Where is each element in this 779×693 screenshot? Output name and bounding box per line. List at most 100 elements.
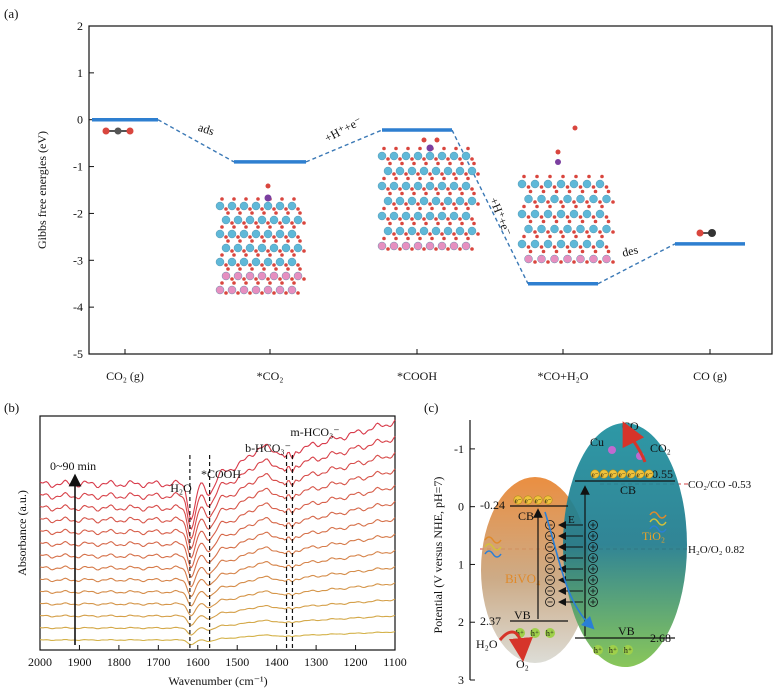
atom [260, 291, 264, 295]
atom [416, 202, 420, 206]
cu-label: Cu [590, 435, 604, 449]
charge-transfer-arrow [544, 511, 595, 630]
atom [476, 232, 480, 236]
atom [236, 207, 240, 211]
atom [248, 207, 252, 211]
atom [517, 209, 527, 219]
atom [224, 207, 228, 211]
atom [280, 225, 284, 229]
positive-charge-icon [588, 575, 598, 585]
atom [262, 267, 266, 271]
y-tick-label: 3 [458, 673, 464, 687]
atom [404, 172, 408, 176]
atom [578, 185, 583, 189]
co2-reduction-arrow [622, 421, 647, 463]
hole-label: h⁺ [531, 629, 539, 638]
atom [392, 172, 396, 176]
atom [407, 166, 417, 176]
hole-label: h⁺ [624, 646, 632, 655]
electron-icon [599, 469, 609, 479]
atom [454, 236, 458, 241]
peak-label: *COOH [201, 467, 241, 481]
atom [440, 202, 444, 206]
atom [389, 151, 399, 161]
atom [278, 221, 282, 225]
atom [239, 201, 249, 211]
atom [296, 263, 300, 267]
panel-c-y-label: Potential (V versus NHE, pH=7) [431, 477, 445, 634]
co2-reactant-label: CO₂ [650, 441, 671, 455]
atom [256, 253, 260, 257]
x-tick-label: 1400 [265, 655, 289, 669]
atom [227, 201, 237, 211]
atom [382, 176, 386, 181]
atom [589, 194, 598, 204]
panel-a: (a) 2 1 0 -1 -2 -3 -4 -5 Gibbs free energies (e… [4, 6, 773, 383]
atom [389, 181, 399, 191]
atom [522, 234, 526, 239]
atom [576, 224, 585, 234]
atom [292, 197, 296, 201]
atom [582, 209, 592, 219]
atom [394, 236, 398, 241]
y-tick-label: -1 [454, 442, 464, 456]
atom [587, 234, 591, 239]
atom [454, 206, 458, 211]
atom [275, 285, 285, 295]
atom [302, 249, 306, 253]
atom [250, 239, 254, 243]
h2o-label: H₂O [476, 637, 498, 651]
x-tick-label: 1600 [186, 655, 210, 669]
atom [576, 254, 585, 264]
field-label: E [568, 514, 575, 526]
atom [611, 200, 615, 204]
atom [245, 243, 255, 253]
atom [582, 179, 592, 189]
atom [611, 260, 615, 264]
y-tick-label: -3 [73, 253, 83, 267]
atom [388, 221, 392, 226]
atom [572, 260, 576, 264]
atom [248, 263, 252, 267]
peak-label: H₂O [170, 481, 192, 495]
atom [552, 215, 557, 219]
atom [606, 219, 611, 224]
atom [221, 271, 231, 281]
atom [257, 243, 267, 253]
atom [224, 291, 228, 295]
positive-charge-icon [588, 520, 598, 530]
atom [554, 249, 559, 254]
atom [244, 225, 248, 229]
atom [533, 200, 537, 204]
atom [406, 176, 410, 181]
atom [574, 234, 578, 239]
panel-a-frame [88, 25, 773, 355]
atom [239, 257, 249, 267]
atom [541, 189, 546, 194]
atom [388, 161, 392, 166]
atom [589, 254, 598, 264]
atom [535, 174, 539, 179]
atom [524, 194, 533, 204]
atom [281, 215, 291, 225]
y-tick-label: -4 [73, 300, 83, 314]
energy-connector [157, 119, 235, 163]
step-label: des [621, 242, 640, 260]
x-tick-label: *CO+H₂O [538, 369, 589, 383]
atom [595, 209, 605, 219]
atom [517, 179, 527, 189]
atom [220, 253, 224, 257]
atom [455, 226, 465, 236]
atom [559, 200, 563, 204]
atom [263, 229, 273, 239]
atom [236, 235, 240, 239]
atom [526, 185, 531, 189]
atom [400, 221, 404, 226]
y-tick-label: -5 [73, 347, 83, 361]
atom [458, 187, 462, 191]
spectrum-line [39, 452, 396, 540]
atom [440, 232, 444, 236]
atom [461, 241, 471, 251]
y-tick-label: 1 [77, 66, 83, 80]
atom [552, 245, 557, 249]
